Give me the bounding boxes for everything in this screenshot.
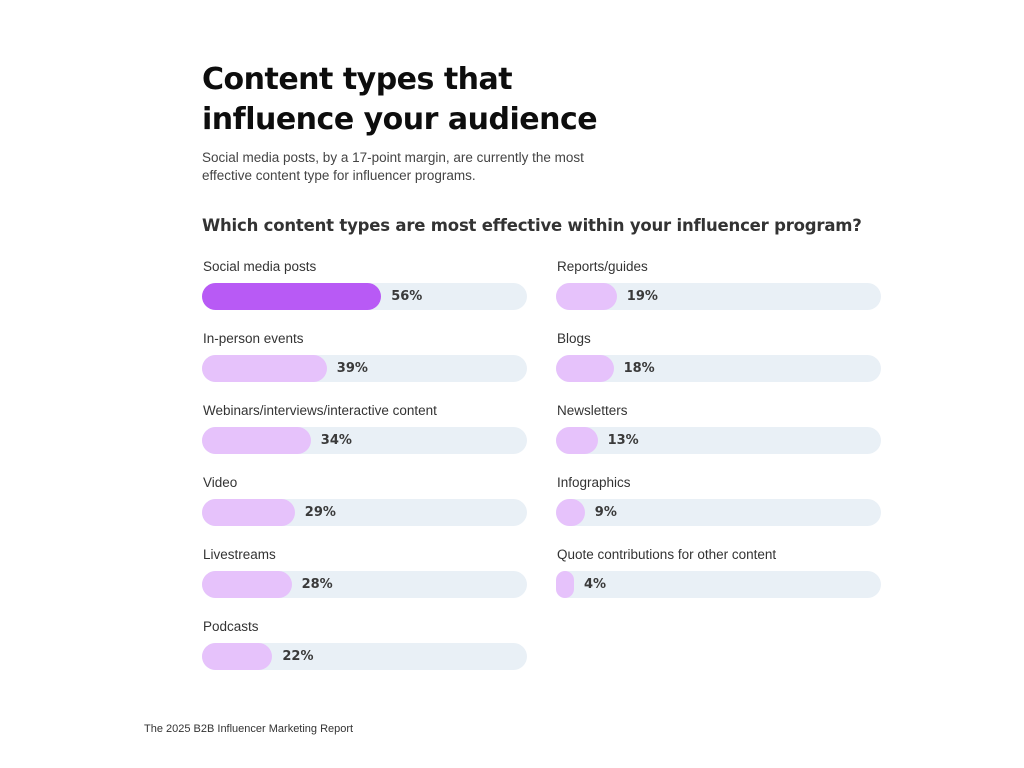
page-title: Content types that influence your audien…	[202, 60, 598, 140]
bar-value-label: 29%	[304, 505, 336, 520]
bar-item: Podcasts 22%	[202, 618, 527, 690]
bar-category-label: Quote contributions for other content	[557, 547, 777, 562]
bar-item: Video 29%	[202, 474, 527, 546]
bar-category-label: In-person events	[203, 331, 304, 346]
bar-track: 22%	[202, 643, 527, 670]
chart-column-left: Social media posts 56% In-person events 39%…	[202, 258, 527, 690]
bar-fill	[202, 643, 273, 670]
bar-track: 4%	[556, 571, 881, 598]
subtitle-line: effective content type for influencer pr…	[202, 168, 476, 183]
bar-item: Social media posts 56%	[202, 258, 527, 330]
bar-item: Newsletters 13%	[556, 402, 881, 474]
bar-fill	[556, 355, 614, 382]
bar-value-label: 56%	[391, 289, 423, 304]
bar-value-label: 19%	[626, 289, 658, 304]
bar-track: 39%	[202, 355, 527, 382]
bar-item: Blogs 18%	[556, 330, 881, 402]
bar-item: In-person events 39%	[202, 330, 527, 402]
bar-fill	[202, 499, 295, 526]
bar-fill	[556, 283, 617, 310]
bar-track: 13%	[556, 427, 881, 454]
bar-value-label: 28%	[301, 577, 333, 592]
bar-category-label: Podcasts	[203, 619, 259, 634]
bar-value-label: 34%	[320, 433, 352, 448]
bar-value-label: 4%	[584, 577, 607, 592]
page-title-line: influence your audience	[202, 102, 598, 137]
chart-question: Which content types are most effective w…	[202, 216, 862, 235]
bar-category-label: Video	[203, 475, 238, 490]
bar-track: 29%	[202, 499, 527, 526]
page-title-line: Content types that	[202, 62, 513, 97]
bar-value-label: 18%	[623, 361, 655, 376]
bar-track: 9%	[556, 499, 881, 526]
bar-track: 28%	[202, 571, 527, 598]
bar-fill	[202, 571, 292, 598]
bar-category-label: Social media posts	[203, 259, 317, 274]
chart-column-right: Reports/guides 19% Blogs 18% Newsletters 13% I…	[556, 258, 881, 618]
bar-category-label: Livestreams	[203, 547, 276, 562]
bar-fill	[202, 355, 327, 382]
bar-track: 19%	[556, 283, 881, 310]
report-footer: The 2025 B2B Influencer Marketing Report	[144, 723, 354, 735]
bar-fill	[202, 427, 311, 454]
bar-track: 34%	[202, 427, 527, 454]
bar-category-label: Blogs	[557, 331, 591, 346]
bar-fill	[556, 571, 574, 598]
bar-fill	[202, 283, 382, 310]
bar-track: 56%	[202, 283, 527, 310]
bar-fill	[556, 427, 598, 454]
bar-category-label: Webinars/interviews/interactive content	[203, 403, 437, 418]
bar-category-label: Reports/guides	[557, 259, 648, 274]
bar-track: 18%	[556, 355, 881, 382]
subtitle-line: Social media posts, by a 17-point margin…	[202, 150, 584, 165]
bar-value-label: 13%	[607, 433, 639, 448]
page-subtitle: Social media posts, by a 17-point margin…	[202, 149, 662, 185]
bar-value-label: 9%	[594, 505, 617, 520]
bar-item: Quote contributions for other content 4%	[556, 546, 881, 618]
bar-category-label: Newsletters	[557, 403, 628, 418]
bar-item: Reports/guides 19%	[556, 258, 881, 330]
bar-value-label: 39%	[336, 361, 368, 376]
bar-item: Infographics 9%	[556, 474, 881, 546]
bar-item: Webinars/interviews/interactive content 3…	[202, 402, 527, 474]
bar-fill	[556, 499, 585, 526]
bar-category-label: Infographics	[557, 475, 631, 490]
bar-item: Livestreams 28%	[202, 546, 527, 618]
bar-value-label: 22%	[282, 649, 314, 664]
